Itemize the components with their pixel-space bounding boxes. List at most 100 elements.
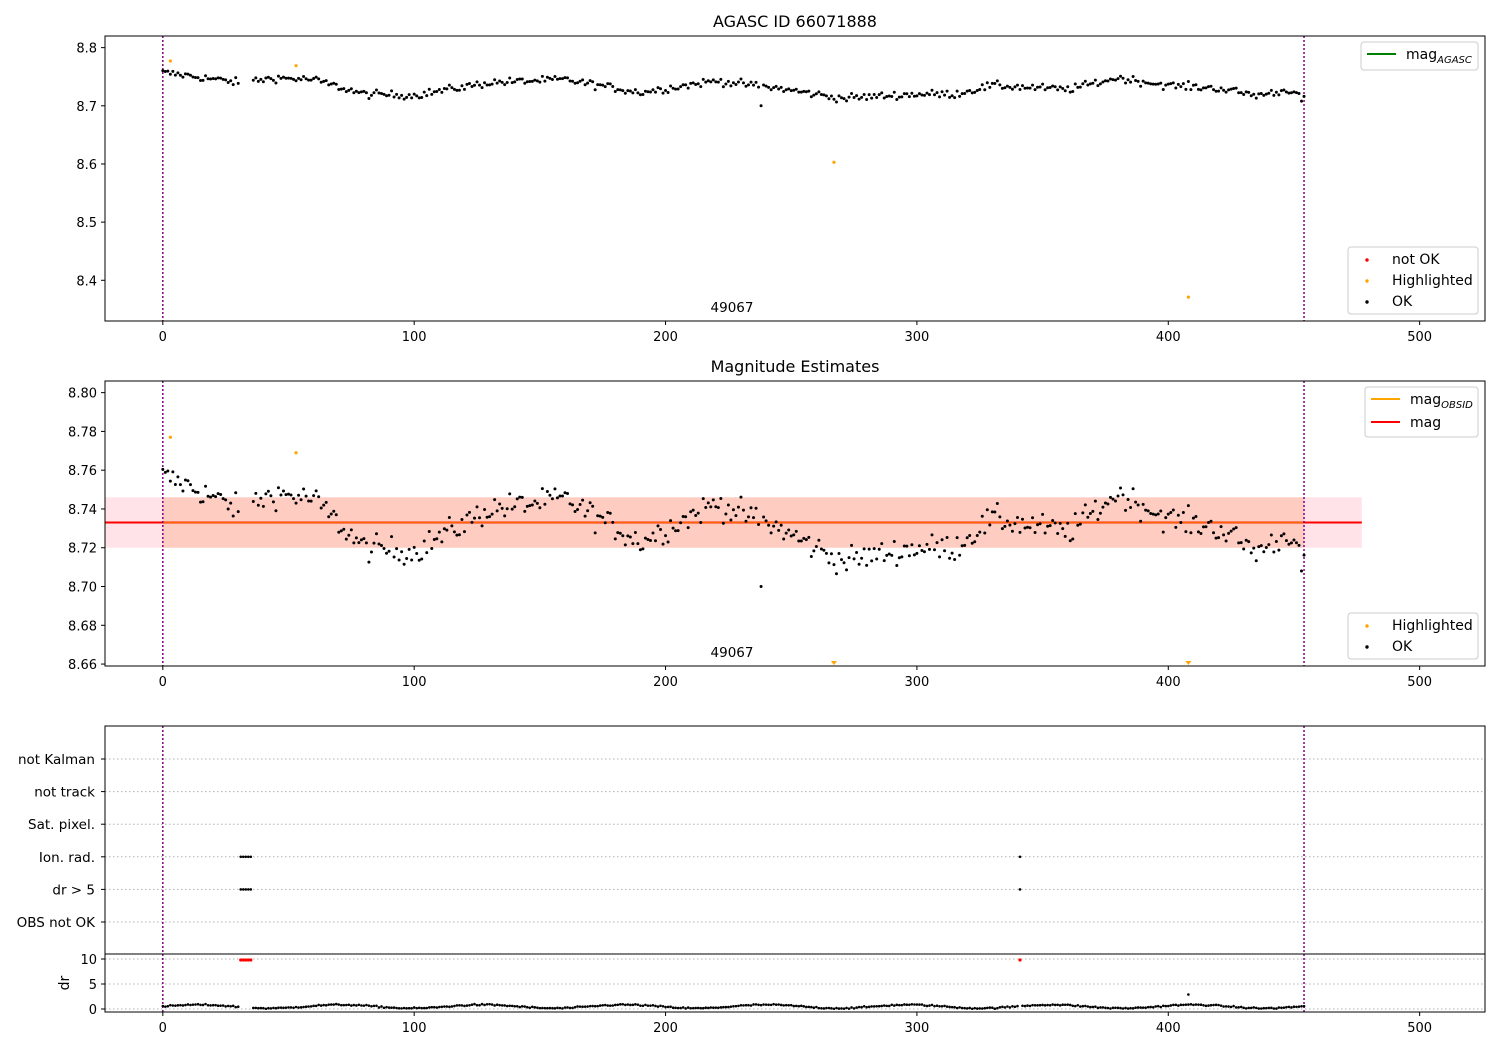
estimates-ok-point bbox=[254, 491, 258, 495]
agasc-xtick-label: 500 bbox=[1407, 330, 1432, 345]
estimates-ok-point bbox=[193, 490, 197, 494]
estimates-ok-point bbox=[1126, 498, 1130, 502]
dr-ok-point bbox=[732, 1005, 735, 1008]
agasc-ok-point bbox=[774, 84, 778, 88]
dr-ok-point bbox=[274, 1006, 278, 1010]
agasc-ok-point bbox=[236, 81, 240, 85]
agasc-ok-point bbox=[990, 81, 994, 85]
estimates-ok-point bbox=[1131, 487, 1135, 491]
estimates-ok-point bbox=[460, 518, 464, 522]
dr-ok-point bbox=[767, 1003, 770, 1007]
dr-ok-point bbox=[1270, 1006, 1273, 1010]
agasc-ok-point bbox=[1164, 83, 1168, 87]
dr-ok-point bbox=[536, 1006, 539, 1009]
agasc-ok-point bbox=[807, 89, 811, 93]
legend-mag-obsid-label: magOBSID bbox=[1410, 392, 1473, 411]
estimates-ok-point bbox=[219, 492, 223, 496]
agasc-ok-point bbox=[1186, 80, 1190, 84]
estimates-ok-point bbox=[380, 544, 384, 548]
estimates-ok-point bbox=[578, 503, 582, 507]
flag-row-label: dr > 5 bbox=[52, 882, 95, 898]
estimates-ytick-label: 8.80 bbox=[68, 387, 97, 402]
estimates-ok-point bbox=[1199, 531, 1203, 535]
agasc-ok-point bbox=[201, 78, 205, 82]
dr-ok-point bbox=[754, 1003, 758, 1006]
estimates-ok-point bbox=[314, 489, 318, 493]
estimates-ok-point bbox=[259, 496, 263, 500]
agasc-ok-point bbox=[593, 88, 597, 92]
agasc-highlighted-point bbox=[1186, 295, 1190, 299]
agasc-ok-point bbox=[302, 75, 306, 79]
estimates-ok-point bbox=[973, 540, 977, 544]
dr-ok-point bbox=[1031, 1003, 1034, 1007]
dr-ok-point bbox=[970, 1007, 974, 1011]
agasc-ok-point bbox=[1119, 74, 1123, 78]
estimates-ok-point bbox=[596, 514, 600, 518]
agasc-ok-point bbox=[1131, 74, 1135, 78]
agasc-ok-point bbox=[470, 85, 474, 89]
agasc-ok-point bbox=[483, 81, 487, 85]
dr-ok-point bbox=[686, 1006, 690, 1009]
agasc-ok-point bbox=[729, 84, 733, 88]
dr-ok-point bbox=[563, 1006, 567, 1009]
estimates-ok-point bbox=[1121, 493, 1125, 497]
estimates-ok-point bbox=[877, 547, 881, 551]
estimates-ok-point bbox=[960, 544, 964, 548]
dr-ok-point bbox=[1119, 1006, 1122, 1010]
estimates-ok-point bbox=[601, 515, 605, 519]
agasc-ok-point bbox=[686, 86, 690, 90]
dr-ok-point bbox=[882, 1004, 886, 1007]
dr-ok-point bbox=[460, 1004, 464, 1007]
flag-point bbox=[241, 888, 245, 891]
agasc-ok-point bbox=[510, 81, 514, 85]
dr-ok-point bbox=[395, 1006, 398, 1010]
agasc-ok-point bbox=[706, 79, 710, 83]
dr-ok-point bbox=[701, 1006, 705, 1010]
agasc-ok-point bbox=[1161, 87, 1165, 91]
agasc-ok-point bbox=[530, 79, 534, 83]
estimates-ok-point bbox=[1294, 541, 1298, 545]
dr-ok-point bbox=[847, 1007, 851, 1010]
estimates-ok-point bbox=[653, 539, 657, 543]
flag-point bbox=[246, 855, 250, 859]
estimates-ok-point bbox=[814, 545, 818, 549]
dr-ok-point bbox=[958, 1006, 961, 1009]
flag-row-label: Sat. pixel. bbox=[28, 817, 95, 833]
estimates-ok-point bbox=[666, 540, 670, 544]
dr-xtick-label: 500 bbox=[1407, 1021, 1432, 1036]
estimates-ok-point bbox=[211, 493, 215, 497]
agasc-ok-point bbox=[1171, 81, 1175, 85]
agasc-legend-top: magAGASC bbox=[1360, 41, 1479, 71]
dr-ok-point bbox=[322, 1003, 325, 1007]
dr-ytick-label: 0 bbox=[89, 1003, 97, 1018]
estimates-ok-point bbox=[895, 563, 899, 567]
dr-ok-point bbox=[817, 1006, 821, 1010]
dr-ok-point bbox=[656, 1005, 660, 1008]
dr-ok-point bbox=[583, 1005, 587, 1008]
agasc-ok-point bbox=[965, 89, 969, 93]
estimates-ok-point bbox=[767, 523, 771, 527]
dr-ok-point bbox=[1079, 1005, 1082, 1008]
estimates-ok-point bbox=[1139, 519, 1143, 523]
estimates-ok-point bbox=[357, 541, 361, 545]
estimates-ok-point bbox=[1056, 532, 1060, 536]
estimates-ok-point bbox=[1179, 521, 1183, 524]
dr-ok-point bbox=[1229, 1005, 1233, 1009]
estimates-ok-point bbox=[1181, 511, 1185, 515]
estimates-ok-point bbox=[261, 504, 265, 508]
dr-ok-point bbox=[317, 1003, 320, 1007]
agasc-ok-point bbox=[636, 91, 640, 95]
estimates-ok-point bbox=[741, 508, 745, 512]
estimates-ok-point bbox=[395, 547, 399, 551]
agasc-ok-point bbox=[1196, 87, 1200, 91]
agasc-ok-point bbox=[473, 83, 477, 87]
agasc-ok-point bbox=[397, 96, 401, 100]
estimates-ok-point bbox=[339, 529, 343, 533]
agasc-ok-point bbox=[950, 94, 954, 98]
agasc-ok-point bbox=[802, 89, 806, 93]
estimates-ok-point bbox=[827, 561, 831, 565]
estimates-ok-point bbox=[840, 558, 844, 562]
agasc-ok-point bbox=[917, 92, 921, 96]
estimates-ok-point bbox=[196, 490, 200, 494]
agasc-ok-point bbox=[312, 77, 316, 81]
